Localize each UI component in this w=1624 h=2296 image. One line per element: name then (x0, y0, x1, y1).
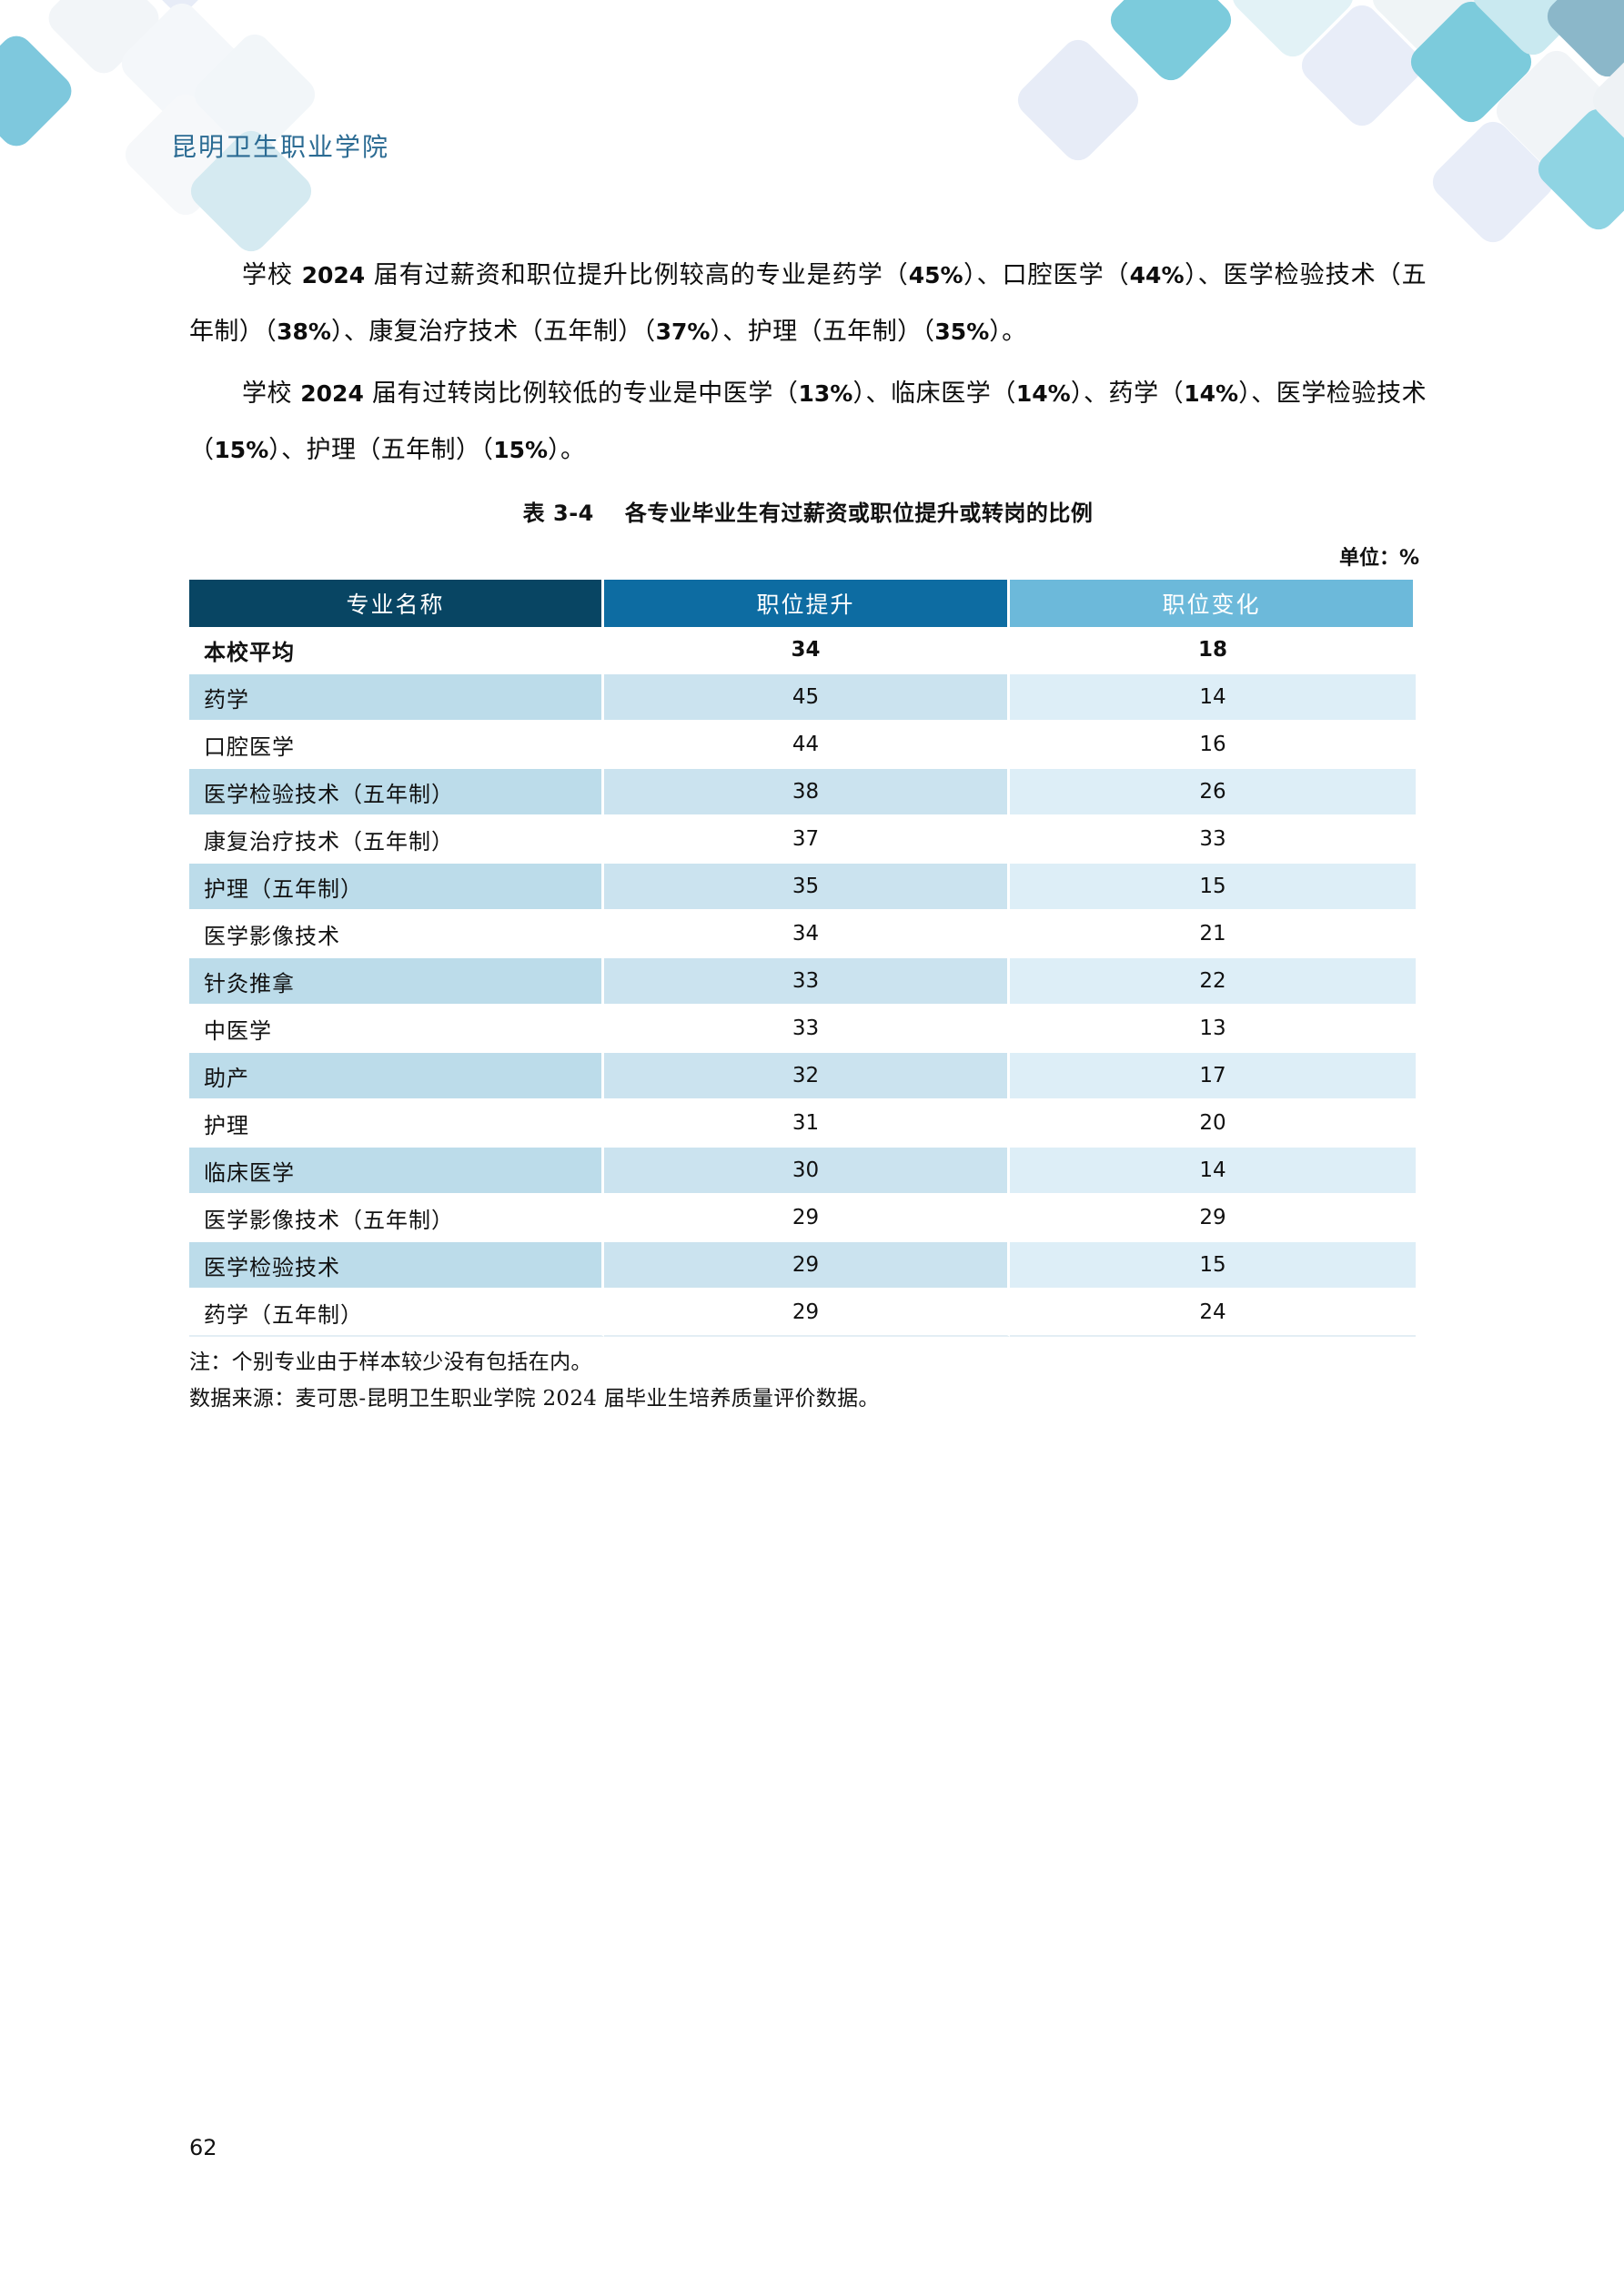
cell-promotion: 44 (604, 722, 1010, 769)
table-source: 数据来源：麦可思-昆明卫生职业学院 2024 届毕业生培养质量评价数据。 (189, 1387, 880, 1411)
cell-promotion: 29 (604, 1242, 1010, 1290)
cell-change: 24 (1010, 1290, 1416, 1337)
cell-promotion: 29 (604, 1290, 1010, 1337)
cell-major: 护理（五年制） (189, 864, 604, 911)
cell-major: 康复治疗技术（五年制） (189, 816, 604, 864)
cell-change: 22 (1010, 958, 1416, 1006)
cell-major: 针灸推拿 (189, 958, 604, 1006)
cell-promotion: 34 (604, 911, 1010, 958)
cell-promotion: 33 (604, 1006, 1010, 1053)
cell-major: 药学（五年制） (189, 1290, 604, 1337)
cell-major: 医学检验技术（五年制） (189, 769, 604, 816)
cell-promotion: 45 (604, 674, 1010, 722)
table-note: 注：个别专业由于样本较少没有包括在内。 (189, 1350, 592, 1374)
cell-change: 13 (1010, 1006, 1416, 1053)
table-row: 本校平均 34 18 (189, 627, 1416, 674)
table-notes: 注：个别专业由于样本较少没有包括在内。 数据来源：麦可思-昆明卫生职业学院 20… (189, 1344, 1427, 1417)
cell-major: 医学影像技术（五年制） (189, 1195, 604, 1242)
header-decoration-right (969, 0, 1624, 273)
cell-major: 助产 (189, 1053, 604, 1100)
cell-major: 医学影像技术 (189, 911, 604, 958)
table-caption: 表 3-4 各专业毕业生有过薪资或职位提升或转岗的比例 (189, 495, 1427, 527)
table-row: 护理（五年制） 35 15 (189, 864, 1416, 911)
cell-major: 中医学 (189, 1006, 604, 1053)
table-caption-text: 各专业毕业生有过薪资或职位提升或转岗的比例 (624, 501, 1094, 526)
cell-change: 15 (1010, 864, 1416, 911)
table-row: 中医学 33 13 (189, 1006, 1416, 1053)
majors-promotion-table: 专业名称 职位提升 职位变化 本校平均 34 18 药学 45 14 口腔医学 44 16 医学检… (189, 580, 1416, 1337)
cell-change: 16 (1010, 722, 1416, 769)
column-header-major: 专业名称 (189, 580, 604, 627)
cell-major: 口腔医学 (189, 722, 604, 769)
column-header-change: 职位变化 (1010, 580, 1416, 627)
cell-promotion: 31 (604, 1100, 1010, 1148)
cell-change: 15 (1010, 1242, 1416, 1290)
cell-change: 21 (1010, 911, 1416, 958)
cell-change: 33 (1010, 816, 1416, 864)
table-row: 口腔医学 44 16 (189, 722, 1416, 769)
school-name: 昆明卫生职业学院 (171, 132, 390, 162)
cell-promotion: 37 (604, 816, 1010, 864)
table-row: 针灸推拿 33 22 (189, 958, 1416, 1006)
table-row: 康复治疗技术（五年制） 37 33 (189, 816, 1416, 864)
table-row: 护理 31 20 (189, 1100, 1416, 1148)
page-content: 学校 2024 届有过薪资和职位提升比例较高的专业是药学（45%）、口腔医学（4… (189, 248, 1427, 1417)
cell-promotion: 38 (604, 769, 1010, 816)
table-body: 本校平均 34 18 药学 45 14 口腔医学 44 16 医学检验技术（五年制） 38 26 康复治… (189, 627, 1416, 1337)
cell-promotion: 32 (604, 1053, 1010, 1100)
table-row: 药学 45 14 (189, 674, 1416, 722)
table-row: 医学检验技术（五年制） 38 26 (189, 769, 1416, 816)
cell-change: 14 (1010, 674, 1416, 722)
cell-major: 医学检验技术 (189, 1242, 604, 1290)
table-row: 药学（五年制） 29 24 (189, 1290, 1416, 1337)
cell-promotion: 34 (604, 627, 1010, 674)
cell-major: 临床医学 (189, 1148, 604, 1195)
table-row: 临床医学 30 14 (189, 1148, 1416, 1195)
cell-change: 17 (1010, 1053, 1416, 1100)
paragraph-jobchange: 学校 2024 届有过转岗比例较低的专业是中医学（13%）、临床医学（14%）、… (189, 379, 1427, 464)
table-row: 助产 32 17 (189, 1053, 1416, 1100)
cell-major: 本校平均 (189, 627, 604, 674)
cell-major: 药学 (189, 674, 604, 722)
cell-promotion: 30 (604, 1148, 1010, 1195)
table-unit-label: 单位：% (1338, 547, 1419, 570)
table-row: 医学影像技术 34 21 (189, 911, 1416, 958)
cell-change: 20 (1010, 1100, 1416, 1148)
table-header-row: 专业名称 职位提升 职位变化 (189, 580, 1416, 627)
column-header-promotion: 职位提升 (604, 580, 1010, 627)
cell-promotion: 35 (604, 864, 1010, 911)
paragraph-promotion: 学校 2024 届有过薪资和职位提升比例较高的专业是药学（45%）、口腔医学（4… (189, 261, 1427, 346)
page-number: 62 (189, 2135, 217, 2160)
table-row: 医学影像技术（五年制） 29 29 (189, 1195, 1416, 1242)
cell-change: 18 (1010, 627, 1416, 674)
table-row: 医学检验技术 29 15 (189, 1242, 1416, 1290)
cell-promotion: 29 (604, 1195, 1010, 1242)
cell-change: 29 (1010, 1195, 1416, 1242)
cell-major: 护理 (189, 1100, 604, 1148)
cell-change: 26 (1010, 769, 1416, 816)
table-caption-number: 表 3-4 (522, 501, 594, 526)
cell-change: 14 (1010, 1148, 1416, 1195)
cell-promotion: 33 (604, 958, 1010, 1006)
